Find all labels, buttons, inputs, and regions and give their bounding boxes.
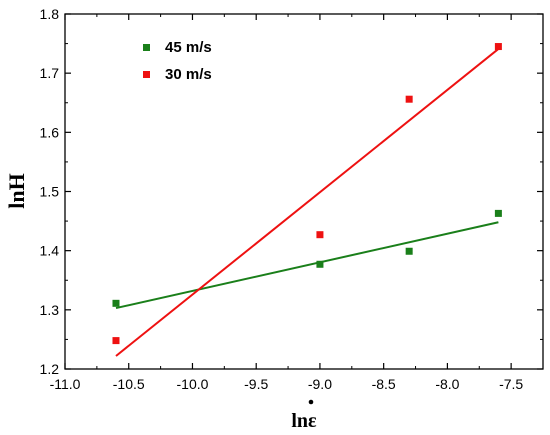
x-tick-label: -10.5	[113, 376, 145, 392]
x-tick-label: -11.0	[50, 376, 81, 392]
data-point-series-0	[112, 299, 120, 307]
legend: 45 m/s 30 m/s	[143, 39, 212, 83]
legend-marker-45	[143, 44, 150, 51]
data-point-series-1	[112, 337, 120, 345]
data-points	[112, 43, 502, 345]
y-tick-label: 1.7	[40, 65, 60, 81]
fit-line-series-0	[115, 221, 499, 310]
x-axis-title-dot	[308, 399, 314, 405]
data-point-series-1	[494, 43, 502, 51]
data-point-series-0	[405, 247, 413, 255]
data-point-series-1	[405, 95, 413, 103]
legend-label-30: 30 m/s	[165, 66, 212, 83]
y-tick-label: 1.3	[40, 302, 60, 318]
y-tick-label: 1.6	[40, 124, 60, 140]
axis-ticks	[64, 13, 543, 370]
legend-marker-30	[143, 71, 150, 78]
y-tick-label: 1.2	[40, 361, 60, 377]
x-tick-label: -7.5	[499, 376, 523, 392]
data-point-series-0	[494, 209, 502, 217]
y-tick-label: 1.4	[40, 243, 60, 259]
x-tick-label: -9.5	[244, 376, 268, 392]
legend-label-45: 45 m/s	[165, 39, 212, 56]
x-tick-label: -8.5	[372, 376, 396, 392]
fit-lines	[115, 48, 500, 357]
x-axis-title: lnε	[291, 410, 317, 432]
x-tick-label: -10.0	[177, 376, 209, 392]
plot-area-frame	[64, 13, 544, 370]
x-tick-label: -9.0	[308, 376, 332, 392]
data-point-series-0	[316, 260, 324, 268]
x-tick-label: -8.0	[435, 376, 459, 392]
y-axis-title: lnH	[4, 173, 29, 208]
fit-line-series-1	[115, 48, 500, 357]
y-tick-label: 1.5	[40, 184, 60, 200]
tick-labels: -11.0 -10.5 -10.0 -9.5 -9.0 -8.5 -8.0 -7.5 1.2 1.…	[40, 6, 524, 392]
y-tick-label: 1.8	[40, 6, 60, 22]
data-point-series-1	[316, 231, 324, 239]
